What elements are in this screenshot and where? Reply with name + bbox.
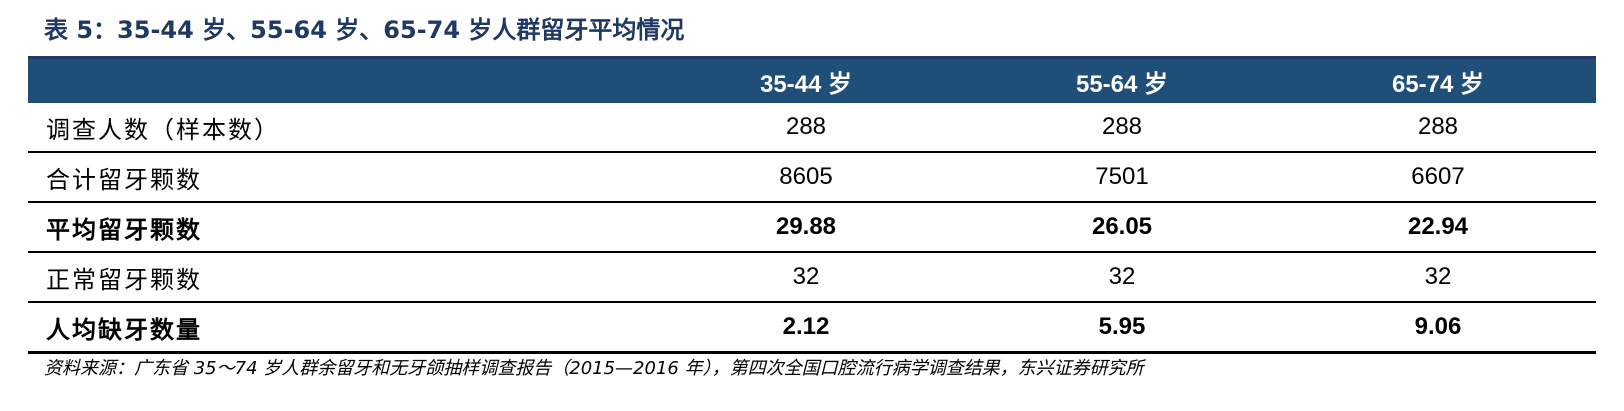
- table-row: 正常留牙颗数 32 32 32: [28, 252, 1596, 303]
- table-row-highlight: 平均留牙颗数 29.88 26.05 22.94: [28, 202, 1596, 253]
- table-header-row: 35-44 岁 55-64 岁 65-74 岁: [28, 59, 1596, 103]
- row-label: 人均缺牙数量: [28, 302, 648, 354]
- table-cell: 288: [964, 103, 1280, 153]
- table-cell: 26.05: [964, 202, 1280, 253]
- table-cell: 8605: [648, 152, 964, 203]
- header-cell-65-74: 65-74 岁: [1280, 59, 1596, 103]
- table-cell: 9.06: [1280, 302, 1596, 354]
- table-cell: 32: [1280, 252, 1596, 303]
- table-cell: 22.94: [1280, 202, 1596, 253]
- header-cell-55-64: 55-64 岁: [964, 59, 1280, 103]
- row-label: 合计留牙颗数: [28, 152, 648, 203]
- title-divider: [28, 56, 1596, 59]
- header-cell-35-44: 35-44 岁: [648, 59, 964, 103]
- table-cell: 32: [648, 252, 964, 303]
- source-note: 资料来源：广东省 35～74 岁人群余留牙和无牙颌抽样调查报告（2015—201…: [44, 358, 1144, 379]
- table-cell: 29.88: [648, 202, 964, 253]
- page-title: 表 5：35-44 岁、55-64 岁、65-74 岁人群留牙平均情况: [44, 16, 685, 44]
- row-label: 调查人数（样本数）: [28, 103, 648, 153]
- table-cell: 32: [964, 252, 1280, 303]
- table-cell: 6607: [1280, 152, 1596, 203]
- table-row: 合计留牙颗数 8605 7501 6607: [28, 152, 1596, 203]
- row-label: 平均留牙颗数: [28, 202, 648, 253]
- row-label: 正常留牙颗数: [28, 252, 648, 303]
- header-cell-label: [28, 59, 648, 103]
- table-cell: 288: [1280, 103, 1596, 153]
- data-table: 35-44 岁 55-64 岁 65-74 岁 调查人数（样本数） 288 28…: [28, 59, 1596, 354]
- table-cell: 2.12: [648, 302, 964, 354]
- table-row: 调查人数（样本数） 288 288 288: [28, 103, 1596, 153]
- table-cell: 5.95: [964, 302, 1280, 354]
- table-cell: 288: [648, 103, 964, 153]
- table-row-highlight: 人均缺牙数量 2.12 5.95 9.06: [28, 302, 1596, 354]
- table-cell: 7501: [964, 152, 1280, 203]
